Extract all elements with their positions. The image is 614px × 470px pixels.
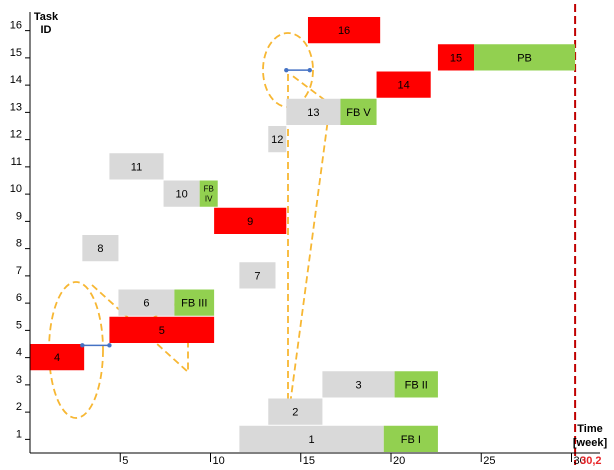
gantt-bar [174, 289, 215, 316]
gantt-bar [268, 398, 323, 425]
y-tick-label: 15 [10, 47, 22, 59]
gantt-bar [118, 289, 175, 316]
x-axis-title-line2: [week] [573, 437, 608, 449]
y-axis-title-line2: ID [41, 24, 52, 36]
y-tick-label: 14 [10, 74, 22, 86]
gantt-bar [82, 235, 119, 262]
gantt-bar [268, 126, 287, 153]
y-tick-label: 12 [10, 129, 22, 141]
y-tick-label: 13 [10, 101, 22, 113]
y-tick-label: 11 [11, 156, 22, 168]
y-tick-label: 2 [16, 401, 22, 413]
dependency-link-end [107, 343, 112, 348]
bar-label: 15 [450, 52, 462, 64]
bar-label: FB II [405, 379, 428, 391]
dependency-link-end [307, 67, 312, 73]
gantt-bar [286, 98, 341, 125]
y-tick-label: 4 [16, 347, 22, 359]
x-tick-label: 25 [483, 455, 495, 467]
y-tick-label: 6 [16, 292, 22, 304]
bar-label: 11 [131, 161, 142, 173]
x-tick-label: 5 [122, 455, 128, 467]
gantt-bar [239, 262, 276, 289]
gantt-bar [109, 316, 215, 343]
dependency-link-start [284, 67, 289, 73]
x-axis-title-line1: Time [577, 423, 602, 435]
y-tick-label: 16 [10, 20, 22, 32]
gantt-bar [322, 371, 395, 398]
bar-label: FB V [346, 107, 371, 119]
bar-label: 12 [271, 134, 283, 146]
highlight-connector [287, 73, 331, 421]
bar-label: 10 [175, 189, 187, 201]
bar-label: FB I [401, 434, 421, 446]
bar-label: 16 [338, 25, 350, 37]
bar-label: 8 [97, 243, 103, 255]
gantt-bar [340, 98, 377, 125]
y-tick-label: 1 [16, 428, 22, 440]
gantt-bar [394, 371, 438, 398]
dependency-link-start [80, 343, 85, 348]
gantt-bar [307, 17, 381, 44]
bar-label: FB [204, 185, 214, 194]
y-axis-title-line1: Task [34, 11, 59, 23]
bar-label: 13 [307, 107, 319, 119]
x-tick-label: 10 [213, 455, 225, 467]
gantt-bar [239, 425, 384, 452]
gantt-bar [109, 153, 164, 180]
deadline-label: 30,2 [580, 455, 601, 467]
x-tick-label: 15 [303, 455, 315, 467]
bar-label: 2 [292, 407, 298, 419]
gantt-bar [474, 44, 576, 71]
bar-label: PB [517, 52, 532, 64]
bar-label: 3 [355, 379, 361, 391]
bar-label: 9 [247, 216, 253, 228]
gantt-bar [199, 180, 218, 207]
x-tick-label: 30 [574, 455, 586, 467]
gantt-bar [214, 207, 287, 234]
y-tick-label: 7 [16, 265, 22, 277]
y-tick-label: 8 [16, 238, 22, 250]
y-tick-label: 3 [16, 374, 22, 386]
gantt-bar [437, 44, 475, 71]
x-tick-label: 20 [393, 455, 405, 467]
gantt-bar [30, 344, 85, 371]
bar-label: 5 [159, 325, 165, 337]
y-tick-label: 10 [10, 183, 22, 195]
bar-label: 14 [398, 80, 410, 92]
y-tick-label: 9 [16, 210, 22, 222]
gantt-bar [383, 425, 438, 452]
bar-label: 6 [143, 298, 149, 310]
bar-label: FB III [181, 298, 207, 310]
gantt-bar [163, 180, 200, 207]
y-tick-label: 5 [16, 319, 22, 331]
bar-label: 7 [254, 270, 260, 282]
bar-label: 1 [309, 434, 315, 446]
gantt-bar [376, 71, 431, 98]
bar-label: 4 [54, 352, 60, 364]
bar-label: IV [205, 195, 213, 204]
